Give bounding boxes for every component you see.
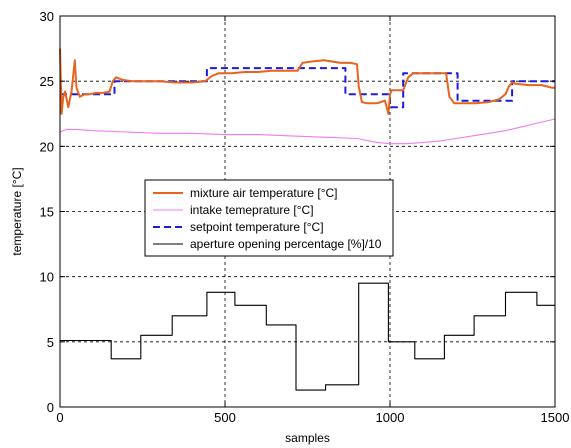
x-tick-label: 500 — [214, 410, 236, 425]
legend-entry-label: mixture air temperature [°C] — [190, 186, 338, 200]
series-line-2 — [59, 118, 556, 145]
series-line-1 — [59, 48, 555, 115]
legend: mixture air temperature [°C] intake temep… — [144, 179, 394, 257]
legend-box — [144, 179, 394, 257]
x-tick-label: 1000 — [376, 410, 405, 425]
x-tick-label: 0 — [56, 410, 63, 425]
y-tick-label: 25 — [40, 74, 54, 89]
legend-entry-label: intake temeprature [°C] — [190, 203, 314, 217]
y-tick-label: 20 — [40, 139, 54, 154]
series-line-4 — [60, 282, 555, 391]
y-axis-label: temperature [°C] — [10, 167, 24, 255]
x-axis-label: samples — [285, 431, 330, 445]
series-line-3 — [60, 67, 555, 109]
y-tick-label: 5 — [47, 335, 54, 350]
y-tick-label: 10 — [40, 270, 54, 285]
legend-entry-label: aperture opening percentage [%]/10 — [190, 237, 382, 251]
series-layer — [59, 48, 556, 391]
legend-entry-label: setpoint temperature [°C] — [190, 220, 324, 234]
axis-ticks: 0 500 1000 1500 0 5 10 15 20 25 30 — [40, 9, 570, 425]
y-tick-label: 0 — [47, 400, 54, 415]
y-tick-label: 15 — [40, 205, 54, 220]
y-tick-label: 30 — [40, 9, 54, 24]
x-tick-label: 1500 — [541, 410, 570, 425]
